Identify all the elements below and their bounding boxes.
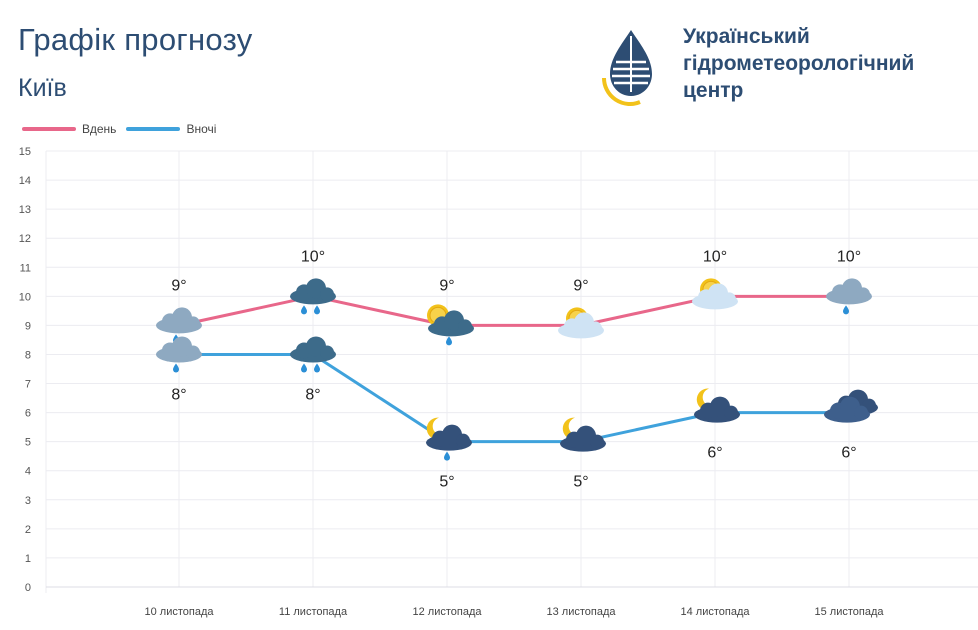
org-name-line: Український bbox=[683, 25, 810, 48]
series-lines bbox=[178, 294, 849, 444]
y-tick-label: 11 bbox=[20, 262, 31, 274]
moon-cloud-rain-icon bbox=[426, 417, 472, 461]
organization-name: Український гідрометеорологічний центр bbox=[683, 23, 914, 104]
x-tick-label: 11 листопада bbox=[279, 606, 348, 618]
chart-legend: Вдень Вночі bbox=[22, 121, 216, 137]
y-tick-label: 8 bbox=[25, 349, 31, 361]
y-tick-label: 7 bbox=[25, 379, 31, 391]
ugmc-logo bbox=[602, 30, 652, 106]
legend-item-day[interactable]: Вдень bbox=[22, 122, 116, 136]
night-temp-label: 8° bbox=[171, 386, 186, 403]
night-temp-label: 5° bbox=[439, 474, 454, 491]
legend-day-label: Вдень bbox=[82, 122, 117, 136]
y-tick-label: 3 bbox=[25, 495, 31, 507]
y-tick-label: 4 bbox=[25, 466, 31, 478]
legend-night-swatch bbox=[126, 127, 181, 131]
cloud-rain-icon bbox=[156, 307, 202, 344]
day-temp-label: 10° bbox=[703, 248, 727, 265]
y-tick-label: 13 bbox=[19, 204, 31, 216]
moon-cloud-icon bbox=[694, 388, 740, 423]
sun-cloud-icon bbox=[558, 307, 604, 339]
org-name-line: центр bbox=[683, 79, 744, 102]
day-temp-label: 9° bbox=[573, 277, 588, 294]
sun-cloud-icon bbox=[692, 278, 738, 310]
y-tick-label: 1 bbox=[25, 553, 31, 565]
y-tick-label: 10 bbox=[19, 291, 31, 303]
y-tick-label: 0 bbox=[25, 582, 31, 594]
day-temp-label: 10° bbox=[301, 248, 325, 265]
y-tick-label: 15 bbox=[19, 146, 31, 158]
y-tick-label: 2 bbox=[25, 524, 31, 536]
night-temp-label: 6° bbox=[841, 445, 856, 462]
day-temp-label: 9° bbox=[439, 277, 454, 294]
cloud-rain-dark-icon bbox=[290, 278, 336, 315]
cloud-rain-dark-icon bbox=[290, 336, 336, 373]
y-tick-label: 12 bbox=[19, 233, 31, 245]
chart-title: Графік прогнозу bbox=[18, 22, 253, 57]
cloud-rain-icon bbox=[156, 336, 202, 373]
chart-grid bbox=[45, 150, 978, 593]
x-tick-label: 14 листопада bbox=[681, 606, 751, 618]
legend-item-night[interactable]: Вночі bbox=[126, 122, 216, 136]
y-tick-label: 6 bbox=[25, 408, 31, 420]
day-temp-label: 10° bbox=[837, 248, 861, 265]
sun-cloud-rain-icon bbox=[427, 304, 474, 346]
series-line-night bbox=[179, 352, 849, 444]
city-name: Київ bbox=[18, 74, 67, 102]
series-line-day bbox=[178, 294, 849, 327]
moon-cloud-icon bbox=[560, 417, 606, 452]
day-temp-label: 9° bbox=[171, 277, 186, 294]
cloud-dark-icon bbox=[824, 389, 878, 423]
night-temp-label: 5° bbox=[573, 474, 588, 491]
y-tick-label: 5 bbox=[25, 437, 31, 449]
x-axis-ticks: 10 листопада 11 листопада 12 листопада 13 л… bbox=[145, 606, 885, 618]
legend-night-label: Вночі bbox=[186, 122, 217, 136]
y-tick-label: 14 bbox=[19, 175, 31, 187]
night-temp-label: 8° bbox=[305, 386, 320, 403]
weather-icons bbox=[156, 278, 878, 461]
x-tick-label: 12 листопада bbox=[413, 606, 483, 618]
night-temp-label: 6° bbox=[707, 445, 722, 462]
data-labels: 9° 10° 9° 9° 10° 10° 8° 8° 5° 5° 6° 6° bbox=[171, 248, 861, 490]
x-tick-label: 15 листопада bbox=[815, 606, 885, 618]
x-tick-label: 10 листопада bbox=[145, 606, 215, 618]
cloud-rain-icon bbox=[826, 278, 872, 315]
y-tick-label: 9 bbox=[25, 320, 31, 332]
legend-day-swatch bbox=[22, 127, 76, 131]
org-name-line: гідрометеорологічний bbox=[683, 52, 915, 75]
x-tick-label: 13 листопада bbox=[547, 606, 617, 618]
